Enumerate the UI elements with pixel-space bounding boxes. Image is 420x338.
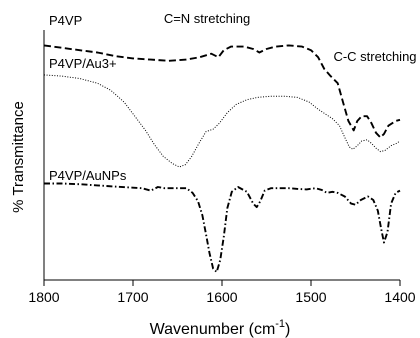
series-labels: P4VP P4VP/Au3+ P4VP/AuNPs (49, 13, 127, 183)
x-tick-label: 1500 (295, 289, 326, 305)
x-axis-label-close: ) (285, 321, 290, 338)
series-line-3 (44, 182, 401, 273)
x-tick-label: 1700 (117, 289, 148, 305)
y-axis-label: % Transmittance (10, 101, 27, 213)
series-lines (43, 44, 401, 273)
x-axis-label: Wavenumber (cm-1) (150, 318, 291, 338)
annotations: C=N stretching C-C stretching (164, 11, 417, 64)
series-label-1: P4VP (49, 13, 82, 28)
series-label-3: P4VP/AuNPs (49, 168, 127, 183)
x-tick-label: 1800 (28, 289, 59, 305)
x-axis-label-main: Wavenumber (cm (150, 321, 276, 338)
series-label-2: P4VP/Au3+ (49, 56, 117, 71)
x-axis-label-superscript: -1 (275, 318, 285, 330)
annotation-1: C=N stretching (164, 11, 250, 26)
x-axis-ticks: 1800 1700 1600 1500 1400 (28, 280, 416, 305)
x-tick-label: 1400 (384, 289, 415, 305)
annotation-2: C-C stretching (333, 49, 416, 64)
x-tick-label: 1600 (206, 289, 237, 305)
series-line-2 (43, 74, 401, 168)
series-line-1 (43, 44, 401, 139)
